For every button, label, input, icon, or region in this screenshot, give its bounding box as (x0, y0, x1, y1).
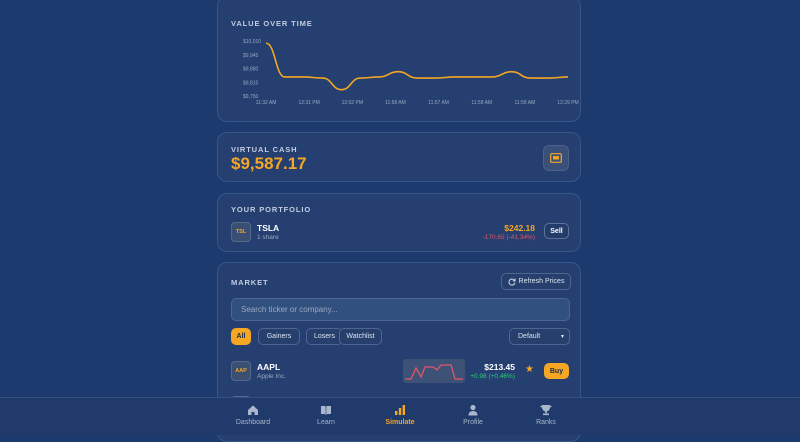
holding-shares: 1 share (257, 234, 279, 241)
stock-name: Apple Inc. (257, 373, 286, 380)
x-tick-label: 11:58 AM (471, 100, 492, 106)
bottom-nav: Dashboard Learn Simulate Profile Ranks (0, 397, 800, 435)
filter-losers[interactable]: Losers (306, 328, 343, 345)
holding-change: -170.65 (-41.34%) (482, 234, 535, 241)
sort-selected: Default (518, 333, 541, 340)
refresh-icon (508, 278, 516, 286)
ticker-badge: TSL (231, 222, 251, 242)
home-icon (248, 405, 258, 415)
book-icon (321, 406, 331, 415)
nav-learn[interactable]: Learn (291, 404, 361, 426)
nav-label: Learn (317, 419, 335, 426)
y-tick-label: $9,880 (243, 67, 259, 73)
user-icon (468, 404, 478, 416)
x-tick-label: 12:02 PM (342, 100, 363, 106)
y-tick-label: $9,945 (243, 53, 259, 59)
search-input[interactable]: Search ticker or company... (231, 298, 570, 321)
x-tick-label: 12:31 PM (298, 100, 319, 106)
buy-button[interactable]: Buy (544, 363, 569, 379)
x-tick-label: 11:57 AM (428, 100, 449, 106)
value-series-line (265, 42, 569, 91)
bar-chart-icon (395, 405, 405, 415)
x-tick-label: 11:32 AM (256, 100, 277, 106)
x-tick-label: 11:58 AM (514, 100, 535, 106)
sell-button[interactable]: Sell (544, 223, 569, 239)
sort-select[interactable]: Default ▾ (509, 328, 570, 345)
filter-all[interactable]: All (231, 328, 251, 345)
trophy-icon (540, 405, 552, 416)
nav-label: Simulate (385, 419, 415, 426)
nav-simulate[interactable]: Simulate (365, 404, 435, 426)
virtual-cash-card: VIRTUAL CASH $9,587.17 (217, 132, 581, 182)
wallet-icon (543, 145, 569, 171)
holding-price: $242.18 (504, 223, 535, 233)
cash-amount: $9,587.17 (231, 154, 307, 173)
refresh-prices-button[interactable]: Refresh Prices (501, 273, 571, 290)
y-tick-label: $9,750 (243, 94, 259, 100)
filter-watchlist[interactable]: Watchlist (339, 328, 382, 345)
watchlist-star-icon[interactable]: ★ (525, 364, 534, 375)
chart-title: VALUE OVER TIME (231, 19, 313, 28)
nav-ranks[interactable]: Ranks (511, 404, 581, 426)
stock-change: +0.98 (+0.46%) (470, 373, 515, 380)
nav-label: Ranks (536, 419, 556, 426)
chevron-down-icon: ▾ (560, 334, 564, 340)
cash-label: VIRTUAL CASH (231, 145, 298, 154)
nav-label: Dashboard (235, 419, 271, 426)
x-tick-label: 11:58 AM (385, 100, 406, 106)
filter-gainers[interactable]: Gainers (258, 328, 300, 345)
nav-label: Profile (463, 419, 483, 426)
nav-dashboard[interactable]: Dashboard (218, 404, 288, 426)
y-tick-label: $9,815 (243, 80, 259, 86)
x-tick-label: 12:29 PM (557, 100, 578, 106)
portfolio-label: YOUR PORTFOLIO (231, 205, 312, 214)
value-chart-card: VALUE OVER TIME $10,010 $9,945 $9,880 $9,81… (217, 0, 581, 122)
stock-symbol: AAPL (257, 362, 281, 372)
y-tick-label: $10,010 (243, 39, 261, 45)
market-label: MARKET (231, 278, 269, 287)
stock-sparkline (403, 359, 465, 383)
stock-price: $213.45 (484, 362, 515, 372)
holding-symbol: TSLA (257, 223, 280, 233)
nav-profile[interactable]: Profile (438, 404, 508, 426)
stock-badge: AAP (231, 361, 251, 381)
refresh-label: Refresh Prices (518, 278, 565, 285)
portfolio-card: YOUR PORTFOLIO TSL TSLA 1 share $242.18 … (217, 193, 581, 252)
